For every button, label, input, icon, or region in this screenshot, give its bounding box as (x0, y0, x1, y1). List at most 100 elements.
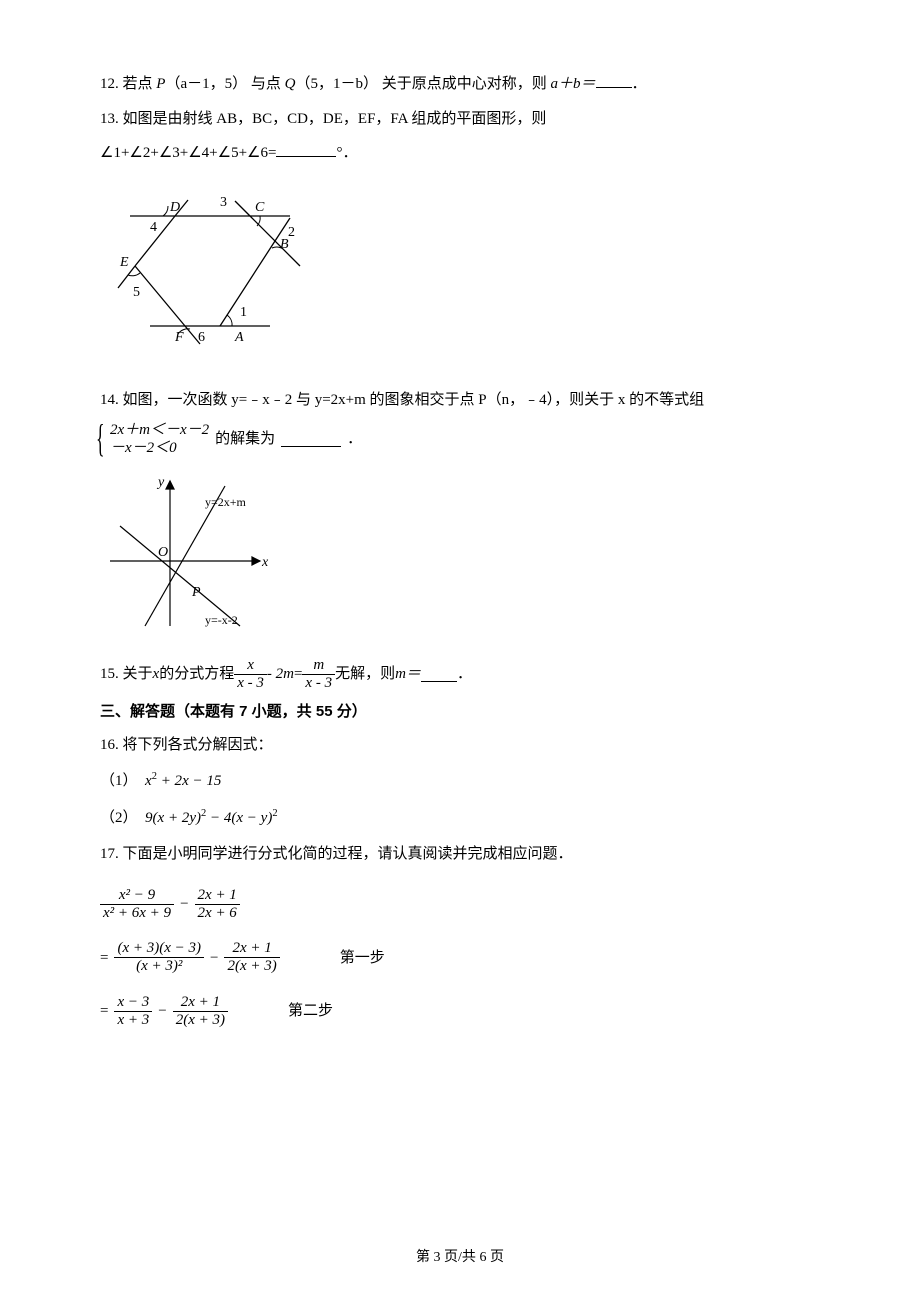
q12-expr: a＋b＝ (551, 76, 596, 92)
minus-icon: − (152, 997, 172, 1026)
q17-l2-f1-num: x − 3 (114, 994, 152, 1012)
q15-before: 关于 (123, 660, 153, 689)
q12-pcoords: （a－1，5） (165, 76, 247, 92)
q13-label-C: C (255, 200, 265, 215)
q13-label-F: F (174, 330, 184, 345)
q17-l2-f2-den: 2(x + 3) (173, 1012, 228, 1029)
q13-unit: °． (336, 145, 357, 161)
section-3-heading: 三、解答题（本题有 7 小题，共 55 分） (100, 698, 820, 727)
minus-icon: − (174, 890, 194, 919)
q15-number: 15. (100, 660, 119, 689)
minus-icon: − (204, 944, 224, 973)
q12-mid: 与点 (251, 76, 285, 92)
q17-number: 17. (100, 846, 119, 862)
q14-blank (281, 431, 341, 447)
q16-text: 将下列各式分解因式： (123, 737, 273, 753)
footer-mid: 页/共 (441, 1250, 480, 1265)
q15-frac1-den: x - 3 (234, 675, 267, 692)
q17-l2-f2-num: 2x + 1 (173, 994, 228, 1012)
q17-line2: = x − 3 x + 3 − 2x + 1 2(x + 3) 第二步 (100, 994, 820, 1030)
q15-m1: m (283, 660, 294, 689)
q13-angle-6: 6 (198, 330, 205, 345)
q13-number: 13. (100, 111, 119, 127)
q13-angle-5: 5 (133, 285, 140, 300)
q17-l0-f2-den: 2x + 6 (195, 905, 240, 922)
q16-p1-label: （1） (100, 773, 138, 789)
q14-O: O (158, 545, 168, 560)
q17-l1-f2-den: 2(x + 3) (224, 958, 279, 975)
question-15: 15. 关于 x 的分式方程 x x - 3 - 2m = m x - 3 无解… (100, 657, 820, 693)
q15-eq: = (294, 660, 302, 689)
q17-line1: = (x + 3)(x − 3) (x + 3)² − 2x + 1 2(x +… (100, 940, 820, 976)
footer-suffix: 页 (486, 1250, 504, 1265)
q13-figure: D C B A F E 3 2 1 6 5 4 (100, 176, 820, 377)
q15-minus: - 2 (267, 660, 283, 689)
q13-angle-1: 1 (240, 305, 247, 320)
q12-after: 关于原点成中心对称，则 (382, 76, 551, 92)
q14-text: 如图，一次函数 y=﹣x﹣2 与 y=2x+m 的图象相交于点 P（n，﹣4），… (123, 392, 705, 408)
q17-l2-label: 第二步 (288, 997, 333, 1026)
question-12: 12. 若点 P（a－1，5） 与点 Q（5，1－b） 关于原点成中心对称，则 … (100, 70, 820, 99)
q12-blank (596, 72, 632, 88)
q17-l1-f1-den: (x + 3)² (114, 958, 204, 975)
q17-l1-label: 第一步 (340, 944, 385, 973)
q13-label-E: E (119, 255, 129, 270)
q14-line2: y=-x-2 (205, 613, 238, 627)
q13-label-D: D (169, 200, 180, 215)
q13-prefix: ∠1+∠2+∠3+∠4+∠5+∠6= (100, 145, 276, 161)
q17-l2-f1-den: x + 3 (114, 1012, 152, 1029)
q17-l0-f1-den: x² + 6x + 9 (100, 905, 174, 922)
q17-l0-f2-num: 2x + 1 (195, 887, 240, 905)
q17-l1-f2-num: 2x + 1 (224, 940, 279, 958)
q14-sys-row2: －x－2＜0 (110, 439, 209, 458)
q14-line1: y=2x+m (205, 495, 247, 509)
equals-icon: = (100, 997, 114, 1026)
question-14: 14. 如图，一次函数 y=﹣x﹣2 与 y=2x+m 的图象相交于点 P（n，… (100, 386, 820, 415)
q12-qcoords: （5，1－b） (295, 76, 378, 92)
q15-frac2-num: m (302, 657, 335, 675)
q17-l2-f2: 2x + 1 2(x + 3) (173, 994, 228, 1030)
q14-figure: O x y y=2x+m y=-x-2 P (100, 466, 820, 647)
question-13: 13. 如图是由射线 AB，BC，CD，DE，EF，FA 组成的平面图形，则 (100, 105, 820, 134)
footer-prefix: 第 (416, 1250, 434, 1265)
q17-l1-f1: (x + 3)(x − 3) (x + 3)² (114, 940, 204, 976)
q14-P: P (191, 585, 201, 600)
q17-l0-f1: x² − 9 x² + 6x + 9 (100, 887, 174, 923)
q12-number: 12. (100, 76, 119, 92)
question-17: 17. 下面是小明同学进行分式化简的过程，请认真阅读并完成相应问题． (100, 840, 820, 869)
q13-angle-3: 3 (220, 195, 227, 210)
q16-number: 16. (100, 737, 119, 753)
q14-brace: 2x＋m＜－x－2 －x－2＜0 (100, 421, 209, 459)
q14-x: x (261, 555, 269, 570)
q15-frac1-num: x (234, 657, 267, 675)
question-14-sys: 2x＋m＜－x－2 －x－2＜0 的解集为． (100, 421, 820, 459)
q16-p2-expr: 9(x + 2y)2 − 4(x − y)2 (145, 810, 278, 826)
q12-tail: ． (632, 76, 647, 92)
q17-steps: x² − 9 x² + 6x + 9 − 2x + 1 2x + 6 = (x … (100, 887, 820, 1030)
q17-l0-f1-num: x² − 9 (100, 887, 174, 905)
q12-Q: Q (285, 76, 296, 92)
q13-angle-4: 4 (150, 220, 157, 235)
q17-l1-f2: 2x + 1 2(x + 3) (224, 940, 279, 976)
question-16: 16. 将下列各式分解因式： (100, 731, 820, 760)
q17-l0-f2: 2x + 1 2x + 6 (195, 887, 240, 923)
q13-text1: 如图是由射线 AB，BC，CD，DE，EF，FA 组成的平面图形，则 (123, 111, 547, 127)
question-13-line2: ∠1+∠2+∠3+∠4+∠5+∠6= °． (100, 139, 820, 168)
q16-part1: （1） x2 + 2x − 15 (100, 767, 820, 796)
q13-angle-2: 2 (288, 225, 295, 240)
q14-y: y (156, 475, 165, 490)
q16-p1-expr: x2 + 2x − 15 (145, 773, 221, 789)
q17-text: 下面是小明同学进行分式化简的过程，请认真阅读并完成相应问题． (123, 846, 573, 862)
q16-p2-label: （2） (100, 810, 138, 826)
q15-after: 无解，则 (335, 660, 395, 689)
q15-tail: ． (457, 660, 472, 689)
q17-line0: x² − 9 x² + 6x + 9 − 2x + 1 2x + 6 (100, 887, 820, 923)
q14-tail: ． (347, 425, 362, 454)
q15-mid1: 的分式方程 (159, 660, 234, 689)
q12-before: 若点 (123, 76, 157, 92)
q13-label-A: A (234, 330, 244, 345)
q14-sys-row1: 2x＋m＜－x－2 (110, 421, 209, 440)
q13-blank (276, 141, 336, 157)
q15-expr: m＝ (395, 660, 421, 689)
equals-icon: = (100, 944, 114, 973)
